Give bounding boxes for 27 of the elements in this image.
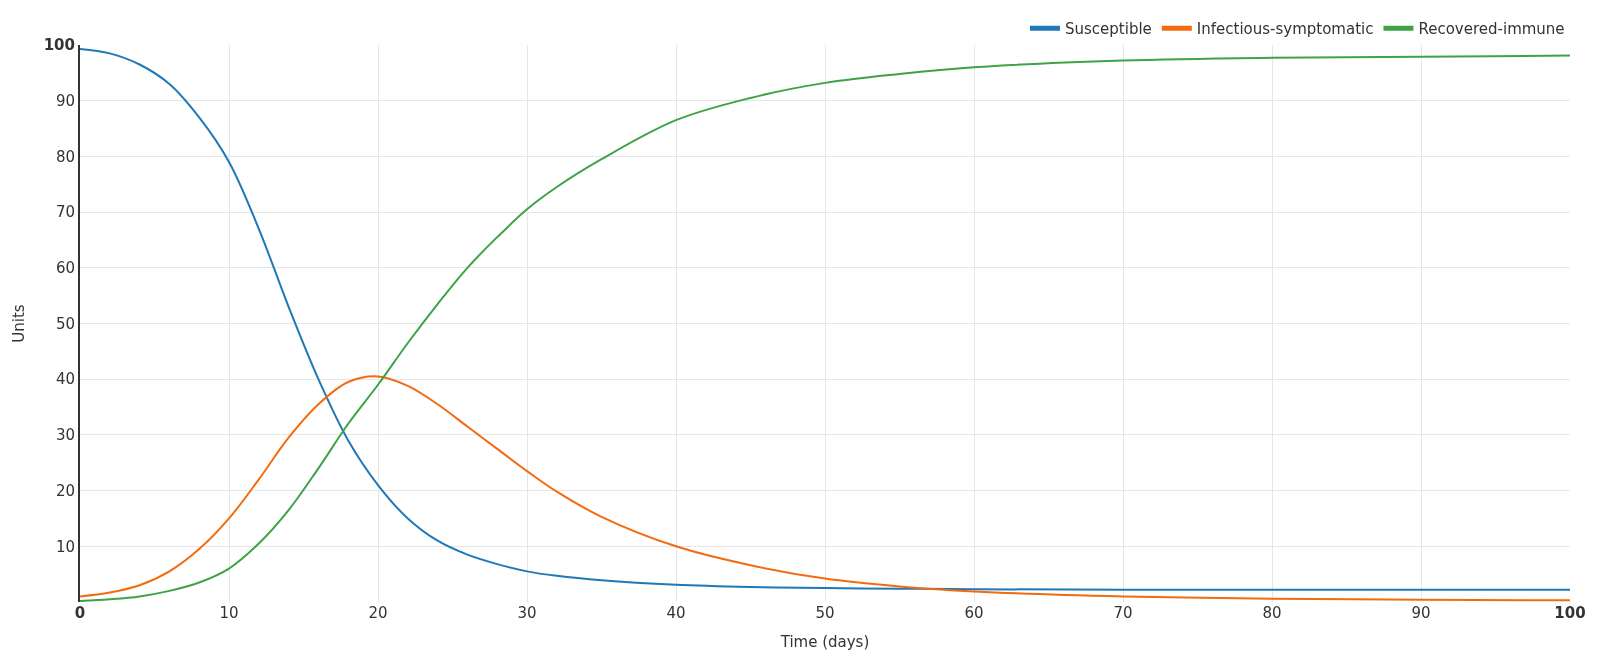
line-series [80, 375, 1570, 602]
y-tick-label: 20 [55, 481, 75, 500]
y-tick-label: 70 [55, 203, 75, 222]
x-tick-label: 60 [964, 604, 984, 622]
x-tick-label: 50 [815, 604, 835, 622]
y-tick-label: 30 [55, 426, 75, 445]
y-tick-label: 100 [43, 36, 75, 55]
y-tick-label: 40 [55, 370, 75, 389]
y-tick-label: 60 [55, 259, 75, 278]
legend-label: Recovered-immune [1418, 20, 1565, 39]
y-tick-label: 50 [55, 314, 75, 333]
x-tick-label: 30 [517, 604, 537, 622]
legend-label: Susceptible [1065, 20, 1152, 39]
x-tick-label: 90 [1411, 604, 1431, 622]
x-tick-label: 80 [1262, 604, 1282, 622]
x-axis-title: Time (days) [779, 633, 870, 651]
x-tick-label: 40 [666, 604, 686, 622]
x-tick-label: 20 [368, 604, 388, 622]
y-tick-label: 80 [55, 147, 75, 166]
y-axis-title: Units [10, 304, 29, 343]
x-tick-label: 10 [219, 604, 239, 622]
x-tick-label: 0 [74, 604, 86, 622]
x-tick-label: 100 [1554, 604, 1586, 622]
y-tick-label: 10 [55, 537, 75, 556]
legend-label: Infectious-symptomatic [1196, 20, 1374, 39]
x-tick-label: 70 [1113, 604, 1133, 622]
y-tick-label: 90 [55, 91, 75, 110]
